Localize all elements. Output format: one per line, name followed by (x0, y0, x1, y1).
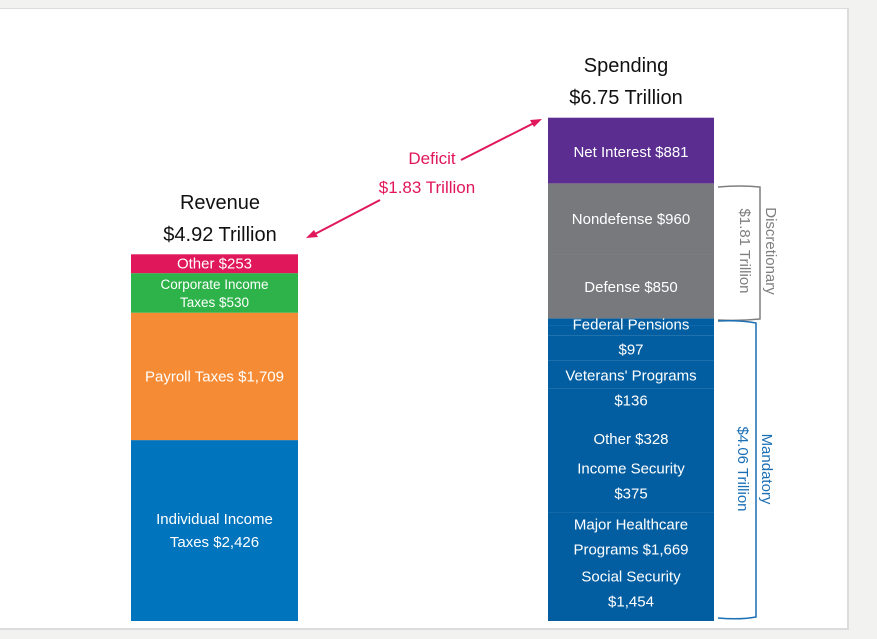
revenue-segment-individual-income-taxes (131, 440, 298, 621)
spending-label-defense: Defense $850 (584, 279, 677, 296)
spending-label-net-interest: Net Interest $881 (573, 144, 688, 161)
deficit-label-line2: $1.83 Trillion (379, 178, 475, 197)
spending-segment-veterans-programs (548, 325, 714, 336)
spending-label-social-security: $1,454 (608, 594, 654, 611)
revenue-label-individual-income-taxes: Taxes $2,426 (170, 534, 259, 551)
spending-label-income-security: $375 (614, 486, 647, 503)
spending-segment-other (548, 335, 714, 361)
spending-title-line2: $6.75 Trillion (569, 87, 682, 109)
discretionary-label-line2: $1.81 Trillion (736, 208, 753, 293)
revenue-label-payroll-taxes: Payroll Taxes $1,709 (145, 368, 284, 385)
revenue-bar: Individual Income Taxes $2,426 Payroll Tax… (131, 254, 298, 621)
deficit-arrow-down (306, 199, 381, 238)
spending-label-income-security: Income Security (577, 461, 685, 478)
spending-segment-social-security (548, 512, 714, 621)
spending-segment-federal-pensions (548, 318, 714, 326)
deficit-label-line1: Deficit (408, 149, 456, 168)
revenue-label-other: Other $253 (177, 256, 252, 273)
discretionary-label-line1: Discretionary (762, 207, 779, 295)
spending-segment-net-interest (548, 117, 714, 184)
spending-bar: Social Security $1,454 Major Healthcare Pro… (548, 117, 714, 621)
revenue-segment-payroll-taxes (131, 312, 298, 441)
spending-segment-major-healthcare-programs (548, 388, 714, 513)
spending-label-social-security: Social Security (581, 569, 681, 586)
revenue-title-line1: Revenue (180, 192, 260, 214)
spending-segment-defense (548, 254, 714, 319)
revenue-title-line2: $4.92 Trillion (163, 224, 276, 246)
chart-canvas: Individual Income Taxes $2,426 Payroll Tax… (0, 8, 849, 630)
spending-label-other: Other $328 (593, 431, 668, 448)
spending-title-line1: Spending (584, 55, 669, 77)
spending-label-nondefense: Nondefense $960 (572, 211, 690, 228)
spending-label-federal-pensions: $97 (618, 342, 643, 359)
revenue-segment-other (131, 254, 298, 274)
mandatory-brace (717, 320, 757, 620)
spending-label-veterans-programs: Veterans' Programs (565, 368, 696, 385)
spending-label-major-healthcare-programs: Major Healthcare (574, 517, 688, 534)
deficit-arrow-up (460, 119, 542, 161)
revenue-segment-corporate-income-taxes (131, 273, 298, 313)
revenue-label-corporate-income-taxes: Corporate Income (160, 277, 268, 292)
spending-segment-income-security (548, 360, 714, 389)
spending-label-federal-pensions: Federal Pensions (573, 317, 690, 334)
federal-budget-chart: Individual Income Taxes $2,426 Payroll Tax… (131, 55, 779, 621)
revenue-label-corporate-income-taxes: Taxes $530 (180, 295, 249, 310)
mandatory-label-line1: Mandatory (758, 434, 775, 505)
mandatory-label-line2: $4.06 Trillion (734, 426, 751, 511)
spending-label-veterans-programs: $136 (614, 393, 647, 410)
revenue-label-individual-income-taxes: Individual Income (156, 511, 273, 528)
spending-segment-nondefense (548, 183, 714, 255)
spending-label-major-healthcare-programs: Programs $1,669 (573, 542, 688, 559)
